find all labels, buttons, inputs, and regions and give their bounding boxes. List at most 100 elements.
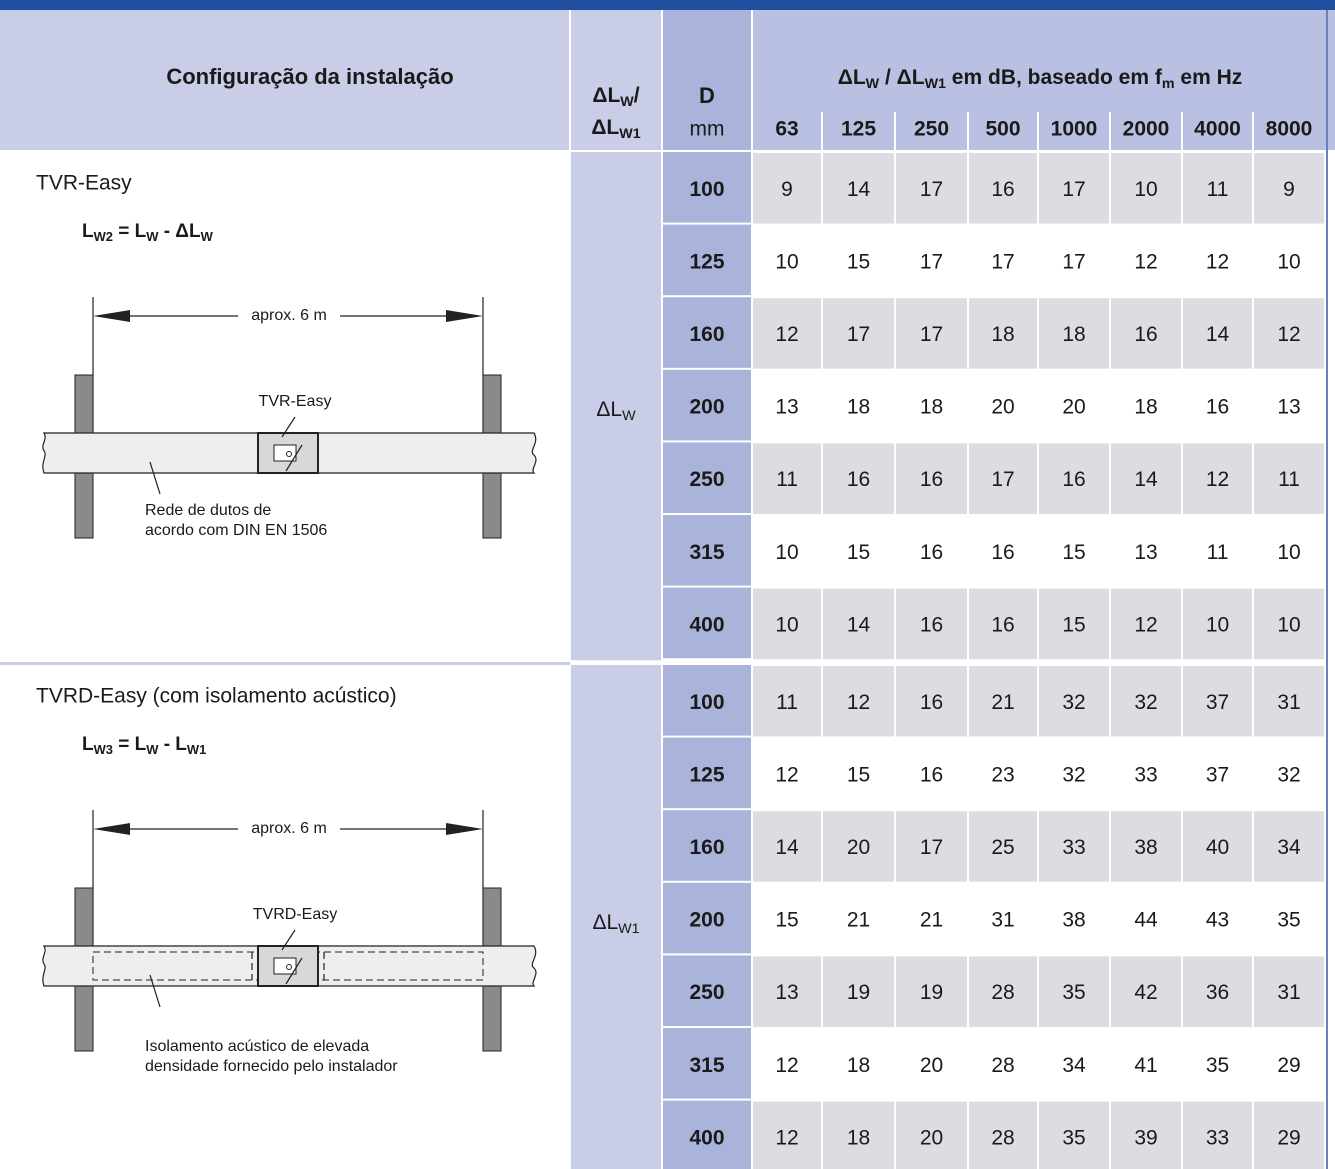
value: 14 bbox=[1206, 323, 1230, 346]
value-cell bbox=[1181, 586, 1254, 662]
text-part: = L bbox=[113, 221, 147, 242]
value: 11 bbox=[1207, 541, 1229, 564]
value: 12 bbox=[847, 691, 870, 714]
value: 12 bbox=[1206, 250, 1229, 273]
value-cell bbox=[1181, 296, 1254, 371]
value-cell bbox=[751, 514, 823, 589]
value: 15 bbox=[847, 763, 870, 786]
value: 15 bbox=[847, 541, 870, 564]
value-cell bbox=[1181, 223, 1254, 299]
value: 16 bbox=[991, 541, 1014, 564]
value: 13 bbox=[775, 981, 798, 1004]
value: 21 bbox=[847, 909, 870, 932]
value: 10 bbox=[1134, 178, 1157, 201]
value: 41 bbox=[1134, 1054, 1157, 1077]
d-cell bbox=[663, 152, 751, 223]
value-cell bbox=[1109, 1099, 1183, 1169]
value: 12 bbox=[1134, 250, 1157, 273]
header-label: Configuração da instalação bbox=[166, 64, 453, 89]
value-cell bbox=[967, 736, 1039, 812]
value-cell bbox=[1037, 809, 1111, 884]
diagram-line bbox=[281, 929, 296, 951]
diameter: 200 bbox=[689, 396, 724, 419]
subscript: W1 bbox=[925, 76, 946, 92]
header-cell bbox=[570, 10, 662, 150]
header-cell bbox=[662, 10, 752, 150]
value: 15 bbox=[847, 250, 870, 273]
value-cell bbox=[1252, 296, 1326, 371]
header-label: ΔLW / ΔLW1 em dB, baseado em fm em Hz bbox=[838, 66, 1243, 92]
subscript: W bbox=[622, 408, 636, 424]
subscript: W bbox=[620, 94, 634, 110]
device-icon bbox=[286, 451, 292, 457]
value: 32 bbox=[1134, 691, 1157, 714]
value: 17 bbox=[920, 323, 943, 346]
value: 20 bbox=[1062, 396, 1085, 419]
frequency-label: 125 bbox=[841, 118, 876, 141]
value: 16 bbox=[847, 468, 870, 491]
value: 28 bbox=[991, 1126, 1014, 1149]
value: 9 bbox=[781, 178, 793, 201]
value: 12 bbox=[775, 1126, 798, 1149]
value: 10 bbox=[775, 250, 798, 273]
value: 11 bbox=[776, 468, 798, 491]
value-cell bbox=[1037, 1099, 1111, 1169]
value: 18 bbox=[920, 396, 943, 419]
value-cell bbox=[821, 151, 896, 226]
value: 14 bbox=[1134, 468, 1158, 491]
value-cell bbox=[1109, 664, 1183, 739]
diagram-line bbox=[281, 416, 296, 438]
value: 39 bbox=[1134, 1126, 1157, 1149]
value-cell bbox=[1181, 514, 1254, 589]
value: 35 bbox=[1062, 1126, 1085, 1149]
subscript: W2 bbox=[94, 229, 113, 244]
value: 44 bbox=[1134, 909, 1158, 932]
value-cell bbox=[821, 514, 896, 589]
value-cell bbox=[1181, 664, 1254, 739]
value-cell bbox=[1252, 1099, 1326, 1169]
formula: LW3 = LW - LW1 bbox=[82, 734, 206, 757]
frequency-label: 8000 bbox=[1266, 118, 1313, 141]
value: 12 bbox=[775, 763, 798, 786]
value-cell bbox=[894, 954, 969, 1030]
value-cell bbox=[1037, 1027, 1111, 1102]
value: 32 bbox=[1062, 763, 1085, 786]
value: 17 bbox=[847, 323, 870, 346]
value-cell bbox=[967, 664, 1039, 739]
device-icon bbox=[273, 957, 297, 975]
subscript: W bbox=[146, 229, 159, 244]
d-cell bbox=[663, 665, 751, 736]
device-icon bbox=[286, 964, 292, 970]
value: 15 bbox=[775, 909, 798, 932]
diameter: 400 bbox=[689, 1126, 724, 1149]
value: 13 bbox=[775, 396, 798, 419]
value: 18 bbox=[847, 396, 870, 419]
note: Rede de dutos de bbox=[145, 502, 271, 519]
value: 16 bbox=[920, 763, 943, 786]
value: 17 bbox=[920, 178, 943, 201]
value: 19 bbox=[847, 981, 870, 1004]
formula: LW2 = LW - ΔLW bbox=[82, 221, 214, 244]
value: 34 bbox=[1277, 836, 1301, 859]
note: Isolamento acústico de elevada bbox=[145, 1038, 369, 1055]
value: 16 bbox=[1134, 323, 1157, 346]
value: 17 bbox=[1062, 178, 1085, 201]
d-cell bbox=[663, 955, 751, 1026]
value: 15 bbox=[1062, 613, 1085, 636]
text-part: ΔL bbox=[838, 66, 866, 89]
value: 17 bbox=[920, 836, 943, 859]
value: 10 bbox=[775, 613, 798, 636]
value: 10 bbox=[775, 541, 798, 564]
value-cell bbox=[1037, 954, 1111, 1030]
subscript: W bbox=[866, 76, 880, 92]
value: 17 bbox=[920, 250, 943, 273]
value: 9 bbox=[1283, 178, 1295, 201]
value-cell bbox=[751, 1027, 823, 1102]
diameter: 400 bbox=[689, 613, 724, 636]
text-part: ΔL bbox=[592, 911, 618, 934]
arrow-head bbox=[93, 310, 130, 322]
diagram-line bbox=[149, 461, 161, 495]
value-cell bbox=[1252, 1027, 1326, 1102]
value: 18 bbox=[1134, 396, 1157, 419]
value-cell bbox=[967, 151, 1039, 226]
